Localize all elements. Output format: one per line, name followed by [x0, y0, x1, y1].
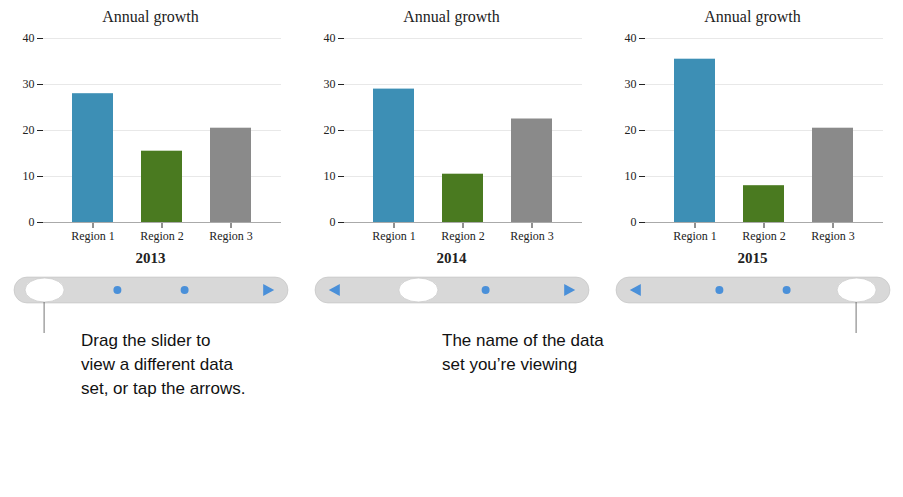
- svg-text:20: 20: [22, 123, 34, 137]
- svg-text:40: 40: [624, 31, 636, 45]
- html-text:2013: 2013: [135, 250, 166, 266]
- html-text:The name of the data set you’r: The name of the data set you’re viewing: [442, 331, 604, 374]
- svg-text:Region 2: Region 2: [140, 229, 184, 243]
- svg-text:Region 2: Region 2: [441, 229, 485, 243]
- svg-text:30: 30: [323, 77, 335, 91]
- svg-text:Region 3: Region 3: [510, 229, 554, 243]
- svg-text:40: 40: [323, 31, 335, 45]
- svg-text:0: 0: [28, 215, 34, 229]
- svg-text:40: 40: [22, 31, 34, 45]
- svg-text:20: 20: [323, 123, 335, 137]
- svg-text:Region 1: Region 1: [71, 229, 115, 243]
- svg-text:Region 3: Region 3: [209, 229, 253, 243]
- svg-text:Region 2: Region 2: [742, 229, 786, 243]
- svg-text:Region 3: Region 3: [811, 229, 855, 243]
- html-text:Annual growth: Annual growth: [102, 8, 199, 25]
- svg-text:0: 0: [329, 215, 335, 229]
- svg-text:10: 10: [624, 169, 636, 183]
- html-text:Annual growth: Annual growth: [704, 8, 801, 25]
- svg-text:0: 0: [630, 215, 636, 229]
- svg-text:30: 30: [624, 77, 636, 91]
- svg-text:30: 30: [22, 77, 34, 91]
- html-text:2015: 2015: [737, 250, 768, 266]
- svg-text:10: 10: [323, 169, 335, 183]
- html-text:Annual growth: Annual growth: [403, 8, 500, 25]
- svg-text:10: 10: [22, 169, 34, 183]
- html-text:Drag the slider to view a diff: Drag the slider to view a different data…: [81, 331, 246, 398]
- svg-text:Region 1: Region 1: [372, 229, 416, 243]
- svg-text:20: 20: [624, 123, 636, 137]
- html-text:2014: 2014: [436, 250, 467, 266]
- svg-text:Region 1: Region 1: [673, 229, 717, 243]
